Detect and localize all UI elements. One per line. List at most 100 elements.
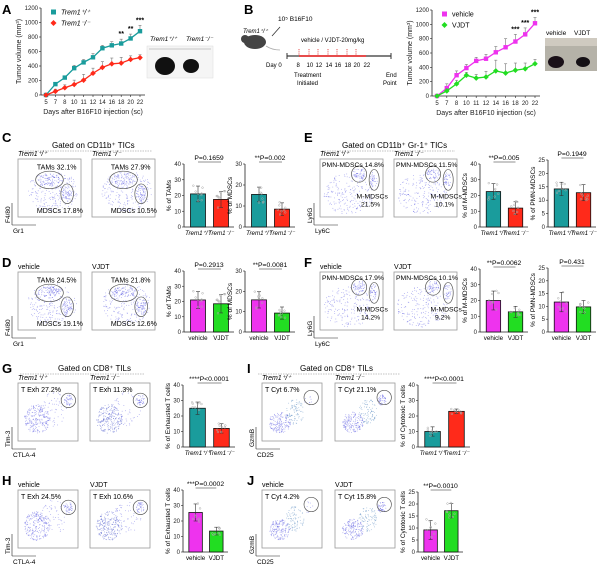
event-dot	[28, 422, 30, 424]
event-dot	[65, 193, 67, 195]
event-dot	[102, 185, 104, 187]
bar	[448, 410, 465, 448]
event-dot	[143, 199, 145, 201]
gate-label: 21.5%	[361, 202, 380, 209]
event-dot	[350, 201, 352, 203]
event-dot	[136, 399, 138, 401]
y-tick-label: 40	[470, 267, 477, 273]
event-dot	[121, 422, 123, 424]
event-dot	[122, 292, 124, 294]
event-dot	[359, 313, 361, 315]
event-dot	[44, 529, 46, 530]
event-dot	[71, 192, 73, 193]
event-dot	[115, 181, 117, 183]
event-dot	[33, 524, 35, 526]
event-dot	[29, 426, 31, 428]
event-dot	[142, 401, 144, 403]
event-dot	[39, 524, 41, 526]
event-dot	[42, 409, 44, 411]
event-dot	[42, 286, 44, 288]
event-dot	[364, 181, 366, 183]
event-dot	[53, 417, 55, 419]
event-dot	[435, 187, 437, 189]
event-dot	[67, 187, 69, 189]
event-dot	[141, 186, 143, 188]
event-dot	[334, 203, 335, 205]
event-dot	[123, 184, 125, 186]
event-dot	[37, 192, 39, 194]
replicate-point	[220, 430, 223, 434]
event-dot	[51, 182, 52, 183]
event-dot	[360, 287, 362, 289]
event-dot	[29, 530, 31, 532]
event-dot	[300, 405, 302, 407]
event-dot	[46, 207, 48, 209]
event-dot	[423, 174, 425, 176]
event-dot	[352, 187, 353, 189]
event-dot	[147, 311, 149, 313]
event-dot	[32, 188, 34, 190]
timeline-b: 10⁵ B16F10 Trem1⁺/⁺ vehicle / VJDT-20mg/…	[241, 16, 397, 87]
event-dot	[28, 409, 30, 411]
event-dot	[50, 525, 52, 526]
event-dot	[124, 422, 126, 424]
event-dot	[115, 522, 116, 524]
event-dot	[102, 185, 104, 187]
event-dot	[29, 526, 31, 528]
event-dot	[127, 203, 129, 205]
event-dot	[423, 201, 424, 203]
event-dot	[346, 200, 348, 202]
event-dot	[49, 209, 51, 211]
event-dot	[69, 510, 71, 511]
event-dot	[437, 207, 439, 208]
event-dot	[52, 184, 54, 186]
event-dot	[271, 428, 272, 429]
event-dot	[122, 321, 124, 323]
event-dot	[119, 180, 121, 182]
event-dot	[129, 409, 131, 411]
event-dot	[106, 524, 108, 526]
event-dot	[98, 534, 100, 536]
event-dot	[46, 515, 48, 517]
event-dot	[100, 408, 102, 410]
replicate-point	[216, 312, 220, 315]
event-dot	[347, 298, 349, 300]
event-dot	[280, 432, 282, 433]
event-dot	[49, 527, 51, 529]
event-dot	[37, 318, 39, 320]
event-dot	[115, 418, 116, 419]
event-dot	[42, 507, 44, 509]
event-dot	[32, 537, 34, 539]
event-dot	[365, 299, 367, 301]
event-dot	[42, 299, 44, 300]
event-dot	[106, 306, 107, 308]
y-tick-label: 30	[173, 504, 180, 510]
event-dot	[111, 314, 113, 316]
event-dot	[101, 413, 103, 415]
event-dot	[340, 303, 342, 304]
event-dot	[121, 513, 123, 515]
event-dot	[35, 417, 37, 419]
event-dot	[142, 306, 144, 308]
event-dot	[372, 186, 374, 188]
event-dot	[398, 308, 400, 310]
event-dot	[117, 299, 119, 301]
y-tick-label: 1000	[25, 21, 39, 27]
event-dot	[426, 172, 428, 174]
timeline-day-tick: 14	[326, 63, 333, 69]
event-dot	[129, 289, 131, 291]
event-dot	[362, 285, 364, 287]
event-dot	[412, 309, 414, 311]
event-dot	[414, 316, 415, 318]
event-dot	[112, 412, 114, 414]
event-dot	[356, 174, 358, 176]
event-dot	[46, 289, 48, 291]
event-dot	[300, 403, 302, 405]
event-dot	[293, 409, 295, 411]
event-dot	[140, 396, 142, 398]
event-dot	[404, 191, 406, 192]
event-dot	[129, 174, 131, 176]
event-dot	[106, 511, 108, 513]
event-dot	[111, 421, 113, 422]
event-dot	[32, 406, 34, 408]
